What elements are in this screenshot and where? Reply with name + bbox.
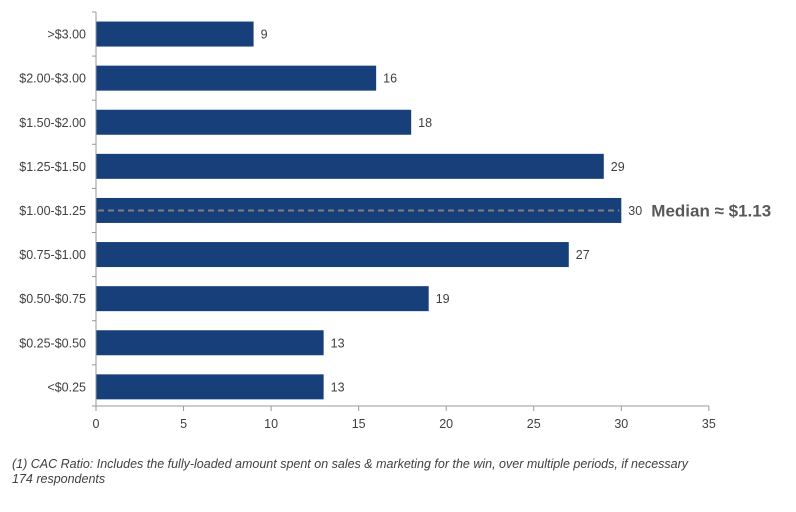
category-label: $1.50-$2.00 (19, 116, 86, 130)
data-label: 13 (331, 380, 345, 394)
category-label: $0.50-$0.75 (19, 292, 86, 306)
bar-0-50-0-75 (96, 286, 429, 312)
x-tick-label: 30 (614, 417, 628, 431)
x-tick-label: 0 (93, 417, 100, 431)
data-label: 9 (261, 28, 268, 42)
data-label: 16 (383, 72, 397, 86)
bar-0-75-1-00 (96, 242, 569, 268)
category-label: $1.00-$1.25 (19, 204, 86, 218)
data-label: 29 (611, 160, 625, 174)
category-label: $0.75-$1.00 (19, 248, 86, 262)
bar-0-25-0-50 (96, 330, 324, 356)
x-tick-label: 35 (702, 417, 716, 431)
bar-3-00 (96, 21, 254, 47)
bar-2-00-3-00 (96, 65, 377, 91)
bar-chart: 9 16 18 29 30 Median ≈ $1.13 27 19 13 13 >$3.00 $2… (19, 11, 771, 431)
axes-group: >$3.00 $2.00-$3.00 $1.50-$2.00 $1.25-$1.50 $… (19, 11, 716, 431)
footnote-respondents: 174 respondents (12, 472, 106, 486)
bar-1-50-2-00 (96, 109, 412, 135)
category-label: $1.25-$1.50 (19, 160, 86, 174)
bars-group: 9 16 18 29 30 Median ≈ $1.13 27 19 13 13 (96, 21, 771, 400)
x-tick-label: 5 (180, 417, 187, 431)
median-label: Median ≈ $1.13 (651, 201, 771, 220)
data-label: 19 (436, 292, 450, 306)
x-tick-label: 25 (527, 417, 541, 431)
x-tick-label: 10 (264, 417, 278, 431)
data-label: 30 (628, 204, 642, 218)
x-tick-label: 20 (439, 417, 453, 431)
bar-1-25-1-50 (96, 153, 604, 179)
category-label: $2.00-$3.00 (19, 72, 86, 86)
x-tick-label: 15 (352, 417, 366, 431)
category-label: $0.25-$0.50 (19, 336, 86, 350)
footnote: (1) CAC Ratio: Includes the fully-loaded… (12, 457, 792, 487)
category-label: >$3.00 (47, 28, 86, 42)
bar-0-25 (96, 374, 324, 400)
footnote-cac-definition: (1) CAC Ratio: Includes the fully-loaded… (12, 457, 689, 471)
data-label: 18 (418, 116, 432, 130)
data-label: 13 (331, 336, 345, 350)
category-label: <$0.25 (47, 380, 86, 394)
data-label: 27 (576, 248, 590, 262)
